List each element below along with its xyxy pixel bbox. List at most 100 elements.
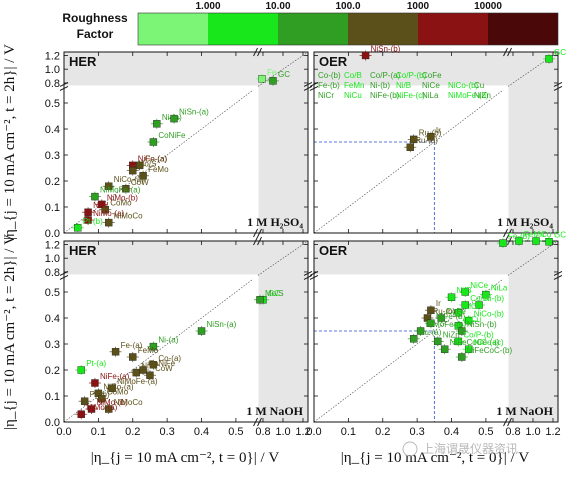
y-tick-label: 0.1 bbox=[45, 202, 60, 214]
point-label: Ni/B bbox=[457, 286, 472, 295]
point-label: NiFe-(b) bbox=[436, 312, 466, 321]
x-tick-label: 0.8 bbox=[255, 426, 270, 438]
point-label: NiMoFe-(b) bbox=[426, 320, 467, 329]
cluster-label: FeMn bbox=[344, 81, 364, 90]
panel-1: 0.0 0.1 0.2 0.3 0.4 0.5 0.8 1.0 1.2 HER 1 M H₂SO₄ F… bbox=[45, 47, 313, 240]
cluster-label: Fe-(b) bbox=[318, 81, 340, 90]
axis-break-mark bbox=[503, 47, 508, 57]
data-point bbox=[77, 366, 85, 374]
legend-swatch bbox=[418, 13, 488, 45]
data-point bbox=[515, 237, 523, 245]
point-label: CoW bbox=[155, 364, 173, 373]
data-point bbox=[458, 353, 466, 361]
point-label: NiCo-(a) bbox=[114, 175, 145, 184]
y-tick-label: 1.2 bbox=[45, 50, 60, 62]
data-point bbox=[84, 208, 92, 216]
panel-title: HER bbox=[69, 54, 97, 69]
point-label: NiSn-(b) bbox=[467, 320, 497, 329]
point-label: NiSn-(b) bbox=[371, 44, 401, 53]
data-point bbox=[465, 316, 473, 325]
data-point bbox=[410, 335, 418, 343]
watermark-text: 上海谓晟仪器资讯 bbox=[422, 441, 518, 456]
axis-break-mark bbox=[553, 275, 563, 280]
point-label: Mo/S bbox=[138, 160, 157, 169]
plot-frame bbox=[63, 240, 309, 423]
axis-break-mark bbox=[253, 47, 258, 57]
point-label: NiMo-(b) bbox=[97, 398, 128, 407]
y-tick-label: 0.2 bbox=[45, 365, 60, 377]
point-label: NiZn bbox=[443, 330, 460, 339]
electrolyte-label: 1 M NaOH bbox=[246, 404, 303, 418]
x-tick-label: 0.0 bbox=[306, 426, 321, 438]
cluster-label: Co/B bbox=[344, 71, 362, 80]
axis-break-mark bbox=[303, 275, 313, 280]
diagonal-line bbox=[313, 89, 504, 234]
panel-3: 0.00.0 0.1 0.1 0.2 0.2 0.3 0.3 0.4 0.4 0.5 0.5 0.8 0… bbox=[45, 236, 313, 438]
x-tick-label: 0.4 bbox=[194, 426, 209, 438]
point-label: Pt-(b) bbox=[90, 390, 110, 399]
axis-break-mark bbox=[257, 228, 262, 238]
point-label: Cu bbox=[541, 230, 551, 239]
data-point bbox=[499, 239, 507, 247]
data-point bbox=[532, 237, 540, 245]
y-tick-label: 0.3 bbox=[45, 339, 60, 351]
point-label: NiW bbox=[93, 201, 109, 210]
watermark-logo bbox=[402, 441, 418, 457]
data-point bbox=[269, 77, 277, 85]
point-label: NiMoCo bbox=[114, 212, 143, 221]
y-tick-label: 0.5 bbox=[45, 287, 60, 299]
point-label: Ir bbox=[436, 126, 441, 135]
point-label: NiCe bbox=[470, 281, 488, 290]
legend-swatch bbox=[138, 13, 208, 45]
data-point bbox=[427, 319, 435, 327]
data-point bbox=[447, 293, 456, 301]
x-axis-title: |η_{j = 10 mA cm⁻², t = 0}| / V bbox=[91, 450, 280, 466]
data-point bbox=[256, 296, 264, 304]
data-point bbox=[170, 114, 178, 123]
legend-title-line1: Roughness bbox=[62, 11, 128, 25]
data-point bbox=[434, 337, 442, 346]
data-point bbox=[410, 135, 418, 144]
data-point bbox=[197, 327, 206, 335]
point-label: GC bbox=[278, 70, 290, 79]
x-tick-label: 0.1 bbox=[341, 426, 356, 438]
point-label: Pt-(b) bbox=[83, 217, 103, 226]
plot-frame bbox=[63, 51, 309, 234]
data-point bbox=[258, 75, 266, 83]
legend-tick: 1.000 bbox=[195, 1, 220, 12]
legend-tick: 1000 bbox=[407, 1, 430, 12]
data-point bbox=[406, 143, 414, 151]
axis-break-mark bbox=[507, 47, 512, 57]
x-tick-label: 0.5 bbox=[478, 426, 493, 438]
legend-swatch bbox=[208, 13, 278, 45]
panel-4: 0.0 0.1 0.2 0.3 0.4 0.5 0.8 1.0 1.2 OER 1 M NaOH Fe… bbox=[306, 230, 566, 438]
axis-break-mark bbox=[507, 228, 512, 238]
axis-break-mark bbox=[303, 271, 313, 276]
point-label: NiMo-(a) bbox=[93, 209, 124, 218]
point-label: NiCo-(c) bbox=[474, 338, 504, 347]
cluster-label: Cu bbox=[474, 81, 484, 90]
x-tick-label: 1.0 bbox=[275, 426, 290, 438]
data-point bbox=[98, 394, 106, 403]
axis-break-mark bbox=[303, 82, 313, 87]
y-tick-label: 0.3 bbox=[45, 150, 60, 162]
diagonal-line-upper bbox=[507, 240, 559, 276]
x-tick-label: 0.8 bbox=[505, 426, 520, 438]
point-label: CoW bbox=[131, 178, 149, 187]
point-label: CoMo bbox=[107, 388, 129, 397]
cluster-label: Co-(b) bbox=[318, 71, 341, 80]
point-label: FeMn bbox=[524, 230, 544, 239]
axis-break-mark bbox=[507, 236, 512, 246]
y-tick-label: 0.8 bbox=[45, 267, 60, 279]
y-tick-label: 1.2 bbox=[45, 239, 60, 251]
x-tick-label: 1.2 bbox=[295, 426, 310, 438]
panel-title: OER bbox=[319, 243, 348, 258]
axis-break-mark bbox=[257, 417, 262, 427]
cluster-label: NiLa bbox=[422, 91, 439, 100]
point-label: FeMo bbox=[138, 346, 159, 355]
x-tick-label: 0.2 bbox=[125, 426, 140, 438]
point-label: NiMoCo bbox=[114, 398, 143, 407]
point-label: NiW bbox=[141, 362, 157, 371]
y-tick-label: 1.0 bbox=[45, 64, 60, 76]
x-tick-label: 0.5 bbox=[228, 426, 243, 438]
